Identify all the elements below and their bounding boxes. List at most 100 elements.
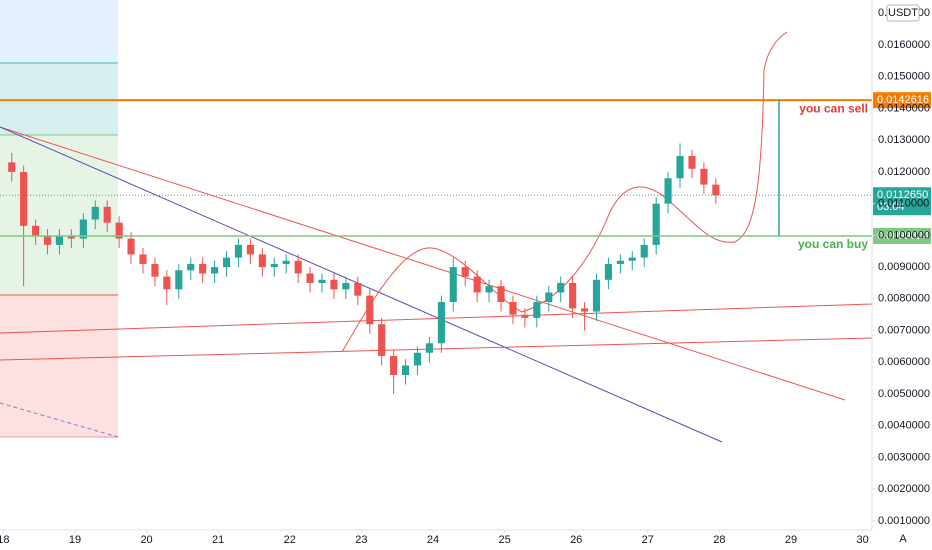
price-label-box [873, 92, 931, 109]
x-tick-label: 28 [713, 534, 725, 546]
candle-body [91, 206, 99, 220]
candle-body [67, 235, 75, 239]
axes: 0.0010000 0.0020000 0.0030000 0.0040000 0.00… [0, 7, 930, 546]
candle-body [294, 260, 302, 274]
candle-body [127, 238, 135, 255]
current-price-label: 0.0112650 [877, 189, 928, 201]
candle-body [175, 270, 183, 290]
candle-body [199, 263, 207, 274]
candle-body [103, 206, 111, 223]
x-tick-label: 24 [427, 534, 439, 546]
candle-body [354, 282, 362, 296]
candle-body [473, 276, 481, 293]
candle-body [449, 267, 457, 303]
trend-line [0, 337, 873, 361]
price-label: 0.0099824 [877, 230, 929, 242]
candle-body [163, 276, 171, 290]
x-tick-label: 27 [642, 534, 654, 546]
y-tick-label: 0.0100000 [878, 229, 930, 241]
candle-body [246, 244, 254, 255]
x-tick-label: 29 [785, 534, 797, 546]
candle-body [628, 257, 636, 261]
candle-body [497, 286, 505, 303]
candle-body [8, 162, 16, 172]
candle-body [211, 267, 219, 274]
candle-body [342, 282, 350, 290]
candle-body [115, 222, 123, 239]
candle-body [234, 244, 243, 258]
fib-zones [0, 0, 119, 438]
candle-body [604, 263, 612, 280]
candle-body [557, 282, 565, 293]
candle-body [640, 244, 648, 258]
y-tick-label: 0.0120000 [878, 166, 930, 178]
scale-mode[interactable]: A [899, 533, 907, 545]
zone [0, 295, 118, 437]
annotation: you can buy [798, 237, 868, 251]
candle-body [485, 286, 493, 293]
candle-body [652, 203, 660, 245]
y-tick-label: 0.0130000 [878, 134, 930, 146]
candle-body [425, 343, 433, 353]
candle-body [688, 156, 696, 169]
candle-body [402, 365, 410, 375]
candle-body [79, 219, 87, 239]
candle-body [545, 292, 553, 303]
candle-body [20, 171, 28, 226]
candle-body [139, 254, 147, 264]
x-tick-label: 21 [212, 534, 224, 546]
y-tick-label: 0.0090000 [878, 261, 930, 273]
x-tick-label: 22 [284, 534, 296, 546]
candle-body [187, 263, 195, 271]
candle-body [258, 254, 266, 268]
price-label-box [873, 227, 931, 244]
candles [8, 143, 720, 395]
x-tick-label: 23 [355, 534, 367, 546]
trend-line [0, 126, 846, 401]
candle-body [700, 168, 708, 185]
candle-body [32, 225, 40, 236]
y-tick-label: 0.0150000 [878, 71, 930, 83]
annotation: you can sell [799, 101, 868, 115]
candle-body [270, 263, 278, 268]
candle-body [616, 260, 624, 264]
price-lines: 0.0142616 you can sell 0.0099824 you can bu… [0, 92, 931, 251]
y-tick-label: 0.0030000 [878, 451, 930, 463]
y-tick-label: 0.0160000 [878, 39, 930, 51]
x-tick-label: 19 [69, 534, 81, 546]
candle-body [378, 324, 386, 356]
price-label: 0.0142616 [877, 94, 929, 106]
candle-body [712, 184, 720, 196]
currency: USDT [888, 7, 918, 19]
trend-line [0, 303, 873, 334]
candle-body [413, 352, 422, 366]
candle-body [330, 279, 338, 290]
candle-body [151, 263, 159, 277]
candle-body [592, 279, 601, 312]
x-tick-label: 25 [498, 534, 510, 546]
candle-body [55, 235, 63, 245]
current-price-box [873, 187, 931, 216]
y-tick-label: 0.0020000 [878, 483, 930, 495]
y-tick-label: 0.0110000 [878, 198, 929, 210]
candle-body [282, 260, 290, 264]
candle-body [569, 282, 577, 309]
y-tick-label: 0.0010000 [878, 515, 930, 527]
forecast-curve [341, 31, 788, 353]
countdown: 03:04 [877, 201, 905, 213]
x-tick-label: 20 [140, 534, 152, 546]
candle-body [461, 267, 469, 277]
candle-body [43, 235, 52, 245]
y-tick-label: 0.0060000 [878, 356, 930, 368]
candle-body [509, 302, 517, 315]
zone [0, 63, 118, 135]
y-tick-label: 0.0050000 [878, 388, 930, 400]
y-tick-label: 0.0040000 [878, 420, 930, 432]
candle-body [521, 314, 529, 318]
currency-box[interactable] [886, 4, 920, 22]
x-tick-label: 26 [570, 534, 582, 546]
candle-body [664, 178, 672, 204]
x-tick-label: 30 [856, 534, 868, 546]
candle-body [366, 295, 374, 325]
